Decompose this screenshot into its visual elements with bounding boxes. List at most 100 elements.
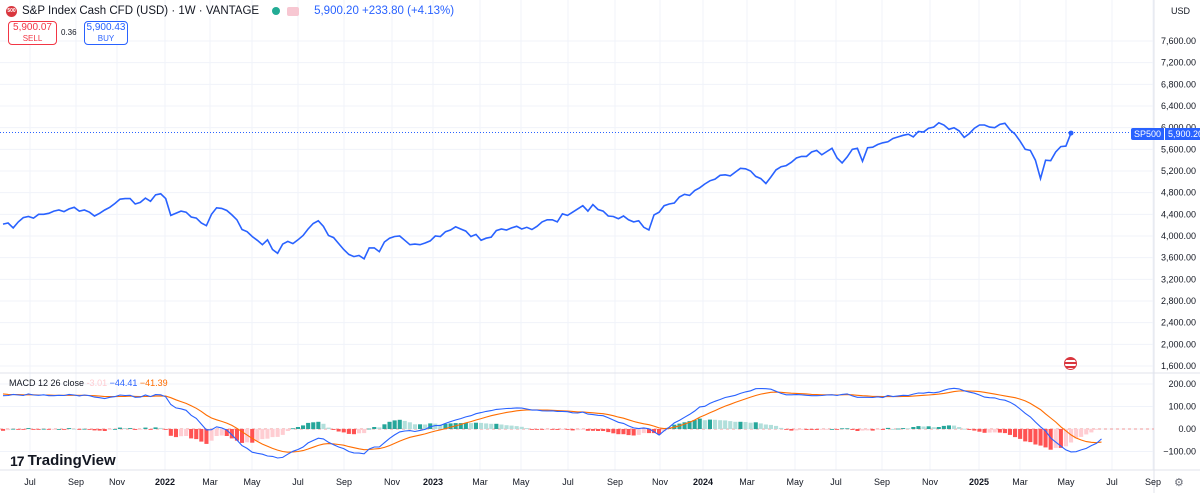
macd-line <box>2 387 1102 459</box>
histogram-bar <box>952 425 957 429</box>
time-axis-labels: Jul Sep Nov 2022 Mar May Jul Sep Nov 2023 Mar May Ju… <box>24 477 1161 487</box>
histogram-bar <box>275 429 280 437</box>
histogram-bar <box>321 423 326 429</box>
histogram-bar <box>168 429 173 436</box>
histogram-bar <box>580 429 585 430</box>
histogram-bar <box>1048 429 1053 450</box>
histogram-bar <box>184 429 189 436</box>
histogram-bar <box>163 429 168 430</box>
tradingview-logo-icon: 17 <box>10 452 25 469</box>
histogram-bar <box>428 423 433 429</box>
histogram-bar <box>946 425 951 429</box>
histogram-bar <box>804 429 809 430</box>
tradingview-logo[interactable]: 17 TradingView <box>10 452 116 469</box>
us-flag-icon[interactable] <box>1064 357 1077 370</box>
histogram-bar <box>123 428 128 429</box>
last-price-tag: SP500 5,900.20 <box>1131 128 1200 140</box>
histogram-bar <box>372 427 377 429</box>
price-tick-label: 3,600.00 <box>1161 253 1196 263</box>
macd-legend[interactable]: MACD 12 26 close -3.01 −44.41 −41.39 <box>9 378 168 388</box>
histogram-bar <box>194 429 199 440</box>
histogram-bar <box>199 429 204 442</box>
histogram-bar <box>957 427 962 429</box>
histogram-bar <box>148 429 153 430</box>
histogram-bar <box>270 429 275 438</box>
buy-button[interactable]: 5,900.43 BUY <box>84 21 128 45</box>
time-tick-label: May <box>243 477 261 487</box>
histogram-bar <box>641 429 646 434</box>
histogram-bar <box>468 423 473 429</box>
histogram-bar <box>423 424 428 429</box>
histogram-bar <box>173 429 178 438</box>
histogram-bar <box>1063 429 1068 447</box>
histogram-bar <box>128 428 133 429</box>
histogram-bar <box>692 420 697 429</box>
histogram-bar <box>789 429 794 431</box>
histogram-bar <box>67 428 72 429</box>
histogram-bar <box>306 422 311 429</box>
histogram-bar <box>885 427 890 429</box>
histogram-bar <box>224 429 229 436</box>
time-tick-label: Nov <box>109 477 126 487</box>
histogram-bar <box>992 429 997 433</box>
histogram-bar <box>870 429 875 431</box>
histogram-bar <box>982 429 987 433</box>
histogram-bar <box>997 429 1002 433</box>
histogram-bar <box>646 429 651 434</box>
histogram-bar <box>763 424 768 429</box>
brand-name: TradingView <box>27 452 116 469</box>
last-price-value: 5,900.20 <box>1164 128 1200 140</box>
histogram-bar <box>265 429 270 439</box>
histogram-bar <box>6 429 11 431</box>
symbol-title[interactable]: S&P Index Cash CFD (USD) · 1W · VANTAGE <box>22 5 260 17</box>
histogram-bar <box>1058 429 1063 448</box>
histogram-bar <box>850 429 855 430</box>
histogram-bar <box>331 429 336 430</box>
price-tick-label: 4,000.00 <box>1161 231 1196 241</box>
histogram-bar <box>351 429 356 435</box>
time-tick-label: May <box>512 477 530 487</box>
histogram-bar <box>682 422 687 430</box>
histogram-bar <box>779 427 784 429</box>
time-tick-label: Mar <box>202 477 218 487</box>
price-tick-label: 2,400.00 <box>1161 318 1196 328</box>
header-price: 5,900.20 +233.80 (+4.13%) <box>314 5 454 17</box>
histogram-bar <box>1018 429 1023 439</box>
histogram-bar <box>758 423 763 429</box>
price-tick-label: 4,400.00 <box>1161 209 1196 219</box>
settings-gear-icon[interactable]: ⚙ <box>1174 477 1184 489</box>
histogram-bar <box>514 426 519 429</box>
histogram-bar <box>906 428 911 430</box>
histogram-bar <box>158 427 163 429</box>
histogram-bar <box>16 429 21 430</box>
price-tick-label: 4,800.00 <box>1161 188 1196 198</box>
histogram-bar <box>448 423 453 429</box>
histogram-bar <box>916 426 921 429</box>
histogram-bar <box>972 429 977 431</box>
histogram-bar <box>702 420 707 429</box>
histogram-bar <box>479 422 484 429</box>
macd-histogram <box>1 418 1099 450</box>
header-change: +233.80 (+4.13%) <box>362 5 455 17</box>
histogram-bar <box>768 424 773 429</box>
histogram-bar <box>133 429 138 430</box>
histogram-bar <box>601 429 606 431</box>
histogram-bar <box>97 429 102 431</box>
histogram-bar <box>311 422 316 430</box>
currency-selector[interactable]: USD <box>1170 6 1190 16</box>
price-line <box>2 121 1072 260</box>
histogram-bar <box>402 420 407 429</box>
histogram-bar <box>36 429 41 430</box>
histogram-bar <box>860 429 865 431</box>
sell-button[interactable]: 5,900.07 SELL <box>8 21 57 45</box>
histogram-bar <box>941 425 946 429</box>
histogram-bar <box>433 423 438 429</box>
histogram-bar <box>357 429 362 434</box>
histogram-bar <box>316 421 321 429</box>
histogram-bar <box>697 418 702 429</box>
histogram-bar <box>855 429 860 431</box>
histogram-bar <box>255 429 260 441</box>
histogram-bar <box>102 429 107 431</box>
histogram-bar <box>56 429 61 430</box>
